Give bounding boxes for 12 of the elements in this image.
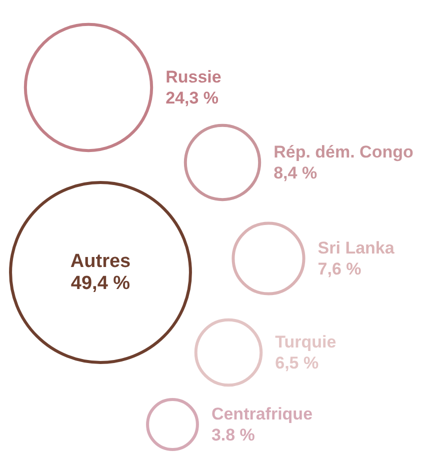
category-label: Russie [166,68,222,87]
data-label: 3.8 % [211,425,255,444]
category-label: Rép. dém. Congo [274,142,414,162]
data-label: 49,4 % [70,273,130,294]
category-label: Sri Lanka [318,238,395,258]
category-label: Turquie [275,332,336,352]
data-label: 7,6 % [318,259,362,278]
data-label: 6,5 % [275,353,319,372]
category-label: Centrafrique [211,404,313,424]
data-label: 8,4 % [274,163,318,182]
category-label: Autres [70,250,131,272]
data-label: 24,3 % [166,88,219,108]
